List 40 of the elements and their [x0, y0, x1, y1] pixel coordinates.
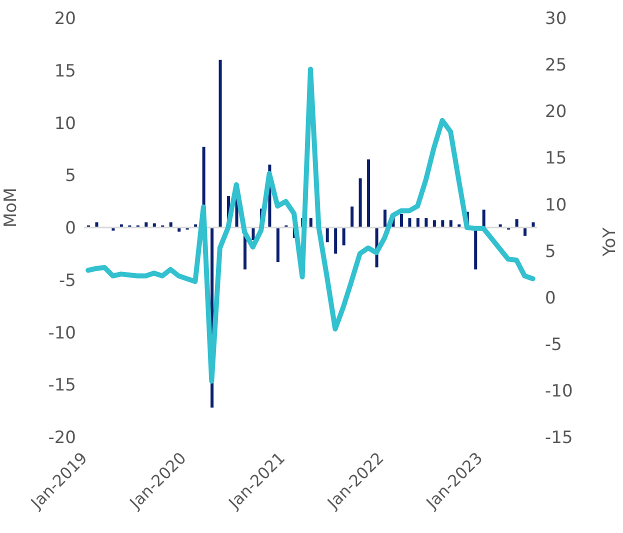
y-tick-label: 10	[54, 114, 76, 134]
bar	[416, 218, 420, 228]
y2-tick-label: -5	[545, 334, 562, 355]
bar	[408, 218, 412, 228]
y2-tick-label: -10	[545, 381, 573, 402]
y2-tick-label: 25	[545, 56, 567, 76]
y2-tick-label: 15	[545, 148, 567, 169]
bar	[334, 228, 338, 254]
bar	[424, 218, 428, 228]
bar	[432, 220, 436, 228]
y-tick-label: 0	[65, 218, 76, 239]
bar	[342, 228, 346, 246]
y-tick-label: -20	[48, 428, 76, 448]
bar	[515, 219, 518, 228]
bar	[309, 218, 312, 228]
bar	[350, 206, 354, 228]
y-tick-label: 20	[54, 9, 76, 30]
y2-tick-label: 10	[545, 195, 567, 216]
y2-tick-label: 0	[545, 288, 556, 308]
y2-axis-title: YoY	[600, 226, 620, 258]
y-tick-label: -5	[59, 270, 76, 291]
y-tick-label: -10	[48, 323, 76, 344]
bar	[218, 60, 222, 228]
bar	[358, 178, 362, 228]
bar	[441, 220, 444, 228]
bar	[326, 228, 329, 242]
bar	[400, 214, 403, 228]
bar	[482, 210, 486, 228]
y-tick-label: 5	[65, 166, 76, 186]
bar	[449, 220, 452, 228]
y2-tick-label: -15	[545, 428, 573, 448]
y-tick-label: -15	[48, 376, 76, 396]
y2-tick-label: 20	[545, 102, 567, 122]
y-tick-label: 15	[54, 61, 76, 82]
bar	[276, 228, 280, 262]
bar	[384, 210, 387, 228]
y2-tick-label: 5	[545, 242, 556, 262]
y-axis-title: MoM	[1, 188, 22, 228]
bar	[367, 159, 370, 228]
y2-tick-label: 30	[545, 9, 567, 30]
